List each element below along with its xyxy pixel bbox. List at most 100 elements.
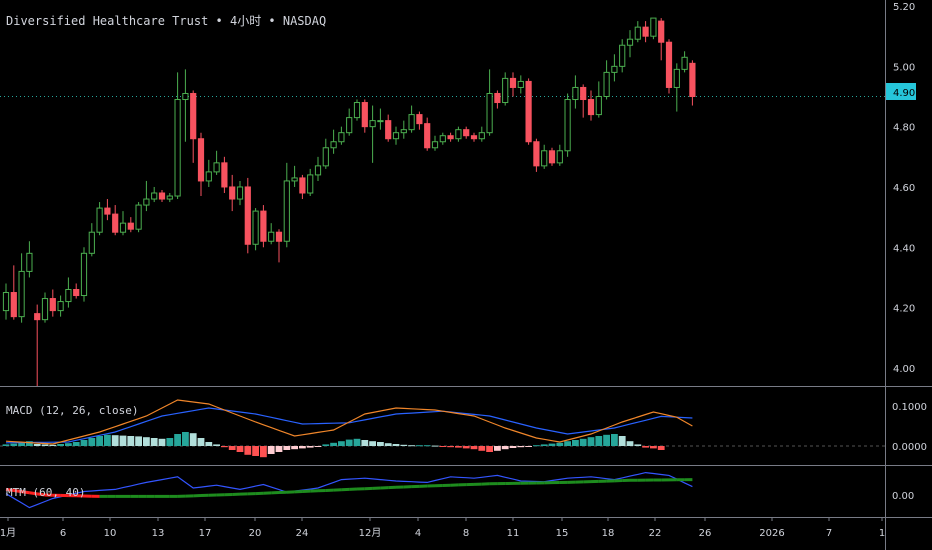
- macd-histogram-bar: [626, 441, 634, 446]
- candle-body: [197, 138, 205, 182]
- macd-histogram-bar: [330, 442, 337, 446]
- candle-body: [158, 192, 166, 200]
- candle-body: [650, 17, 657, 37]
- candle-body: [681, 56, 688, 70]
- candle-body: [283, 180, 290, 242]
- macd-histogram-bar: [338, 441, 345, 446]
- macd-histogram-bar: [205, 442, 213, 446]
- macd-histogram-bar: [306, 446, 314, 448]
- candle-body: [642, 26, 649, 37]
- macd-histogram-bar: [657, 446, 665, 450]
- macd-histogram-bar: [416, 445, 423, 447]
- candle-body: [587, 99, 595, 116]
- macd-histogram-bar: [236, 446, 244, 452]
- macd-histogram-bar: [189, 433, 197, 446]
- macd-histogram-bar: [244, 446, 252, 455]
- candle-body: [275, 231, 283, 242]
- mtm-pane[interactable]: [5, 471, 693, 509]
- candle-body: [314, 165, 322, 176]
- candle-body: [580, 86, 587, 101]
- candle-body: [229, 186, 236, 200]
- time-tick-label: 26: [699, 528, 712, 539]
- candle-body: [338, 132, 345, 143]
- macd-histogram-bar: [572, 440, 579, 446]
- candle-body: [525, 80, 532, 143]
- macd-histogram-bar: [392, 444, 400, 446]
- time-tick-label: 20: [249, 528, 262, 539]
- macd-histogram-bar: [267, 446, 275, 454]
- time-tick-label: 6: [60, 528, 66, 539]
- macd-histogram-bar: [353, 438, 361, 446]
- candle-body: [377, 120, 384, 123]
- macd-histogram-bar: [88, 438, 96, 446]
- macd-line: [5, 399, 693, 445]
- candle-body: [541, 150, 548, 167]
- candle-body: [494, 92, 501, 104]
- candle-body: [119, 222, 127, 233]
- candle-body: [236, 186, 244, 200]
- macd-tick-label: 0.0000: [892, 442, 927, 453]
- macd-histogram-bar: [540, 444, 548, 446]
- macd-histogram-bar: [455, 446, 462, 448]
- time-tick-label: 2026: [759, 528, 784, 539]
- time-tick-label: 8: [463, 528, 469, 539]
- candle-body: [603, 71, 610, 97]
- macd-histogram-bar: [486, 446, 493, 452]
- time-tick-label: 15: [556, 528, 569, 539]
- price-axis[interactable]: 5.20 5.00 4.80 4.60 4.40 4.20 4.00 0.1000 0.0000…: [892, 2, 927, 502]
- macd-histogram-bar: [470, 446, 478, 450]
- chart-title: Diversified Healthcare Trust • 4小时 • NAS…: [6, 14, 326, 28]
- macd-histogram-bar: [283, 446, 291, 450]
- candle-body: [486, 92, 493, 134]
- macd-histogram-bar: [291, 446, 298, 450]
- time-tick-label: 13: [152, 528, 165, 539]
- macd-histogram-bar: [611, 434, 618, 446]
- macd-pane[interactable]: [0, 399, 885, 458]
- macd-histogram-bar: [158, 438, 166, 446]
- macd-histogram-bar: [275, 446, 283, 452]
- candle-body: [143, 198, 150, 206]
- price-tick-label: 4.20: [893, 304, 915, 315]
- macd-histogram-bar: [166, 438, 174, 446]
- macd-histogram-bar: [150, 438, 158, 446]
- macd-histogram-bar: [509, 446, 517, 448]
- candle-body: [88, 231, 95, 254]
- last-price-badge: [886, 83, 916, 100]
- candle-body: [361, 102, 368, 128]
- candle-body: [595, 96, 602, 116]
- price-pane[interactable]: [0, 17, 885, 386]
- candle-body: [408, 114, 415, 131]
- mtm-tick-label: 0.00: [892, 491, 914, 502]
- candle-body: [658, 20, 665, 43]
- macd-histogram-bar: [548, 443, 556, 446]
- macd-histogram-bar: [104, 434, 111, 446]
- macd-histogram-bar: [33, 444, 41, 446]
- macd-tick-label: 0.1000: [892, 402, 927, 413]
- candle-body: [353, 102, 361, 119]
- price-tick-label: 4.60: [893, 183, 915, 194]
- candle-body: [252, 210, 259, 245]
- macd-histogram-bar: [252, 446, 259, 456]
- macd-histogram-bar: [377, 442, 384, 446]
- last-price-text: 4.90: [893, 88, 915, 99]
- time-axis[interactable]: 1月 6 10 13 17 20 24 12月 4 8 11 15 18 22 26 2026 7 1: [0, 517, 885, 539]
- macd-histogram-bar: [197, 438, 205, 446]
- macd-histogram-bar: [579, 438, 587, 446]
- time-tick-label: 12月: [359, 527, 382, 539]
- candle-body: [502, 77, 509, 104]
- macd-histogram-bar: [642, 446, 649, 448]
- macd-histogram-bar: [361, 440, 369, 446]
- candle-body: [431, 141, 439, 149]
- macd-histogram-bar: [533, 445, 540, 447]
- macd-histogram-bar: [556, 442, 564, 446]
- price-tick-label: 4.00: [893, 364, 915, 375]
- candle-body: [49, 298, 56, 312]
- candle-body: [26, 252, 33, 272]
- macd-histogram-bar: [213, 444, 220, 446]
- candle-body: [564, 99, 571, 152]
- candle-body: [151, 192, 158, 200]
- macd-histogram-bar: [260, 446, 267, 458]
- candle-body: [509, 77, 517, 88]
- macd-histogram-bar: [322, 444, 330, 446]
